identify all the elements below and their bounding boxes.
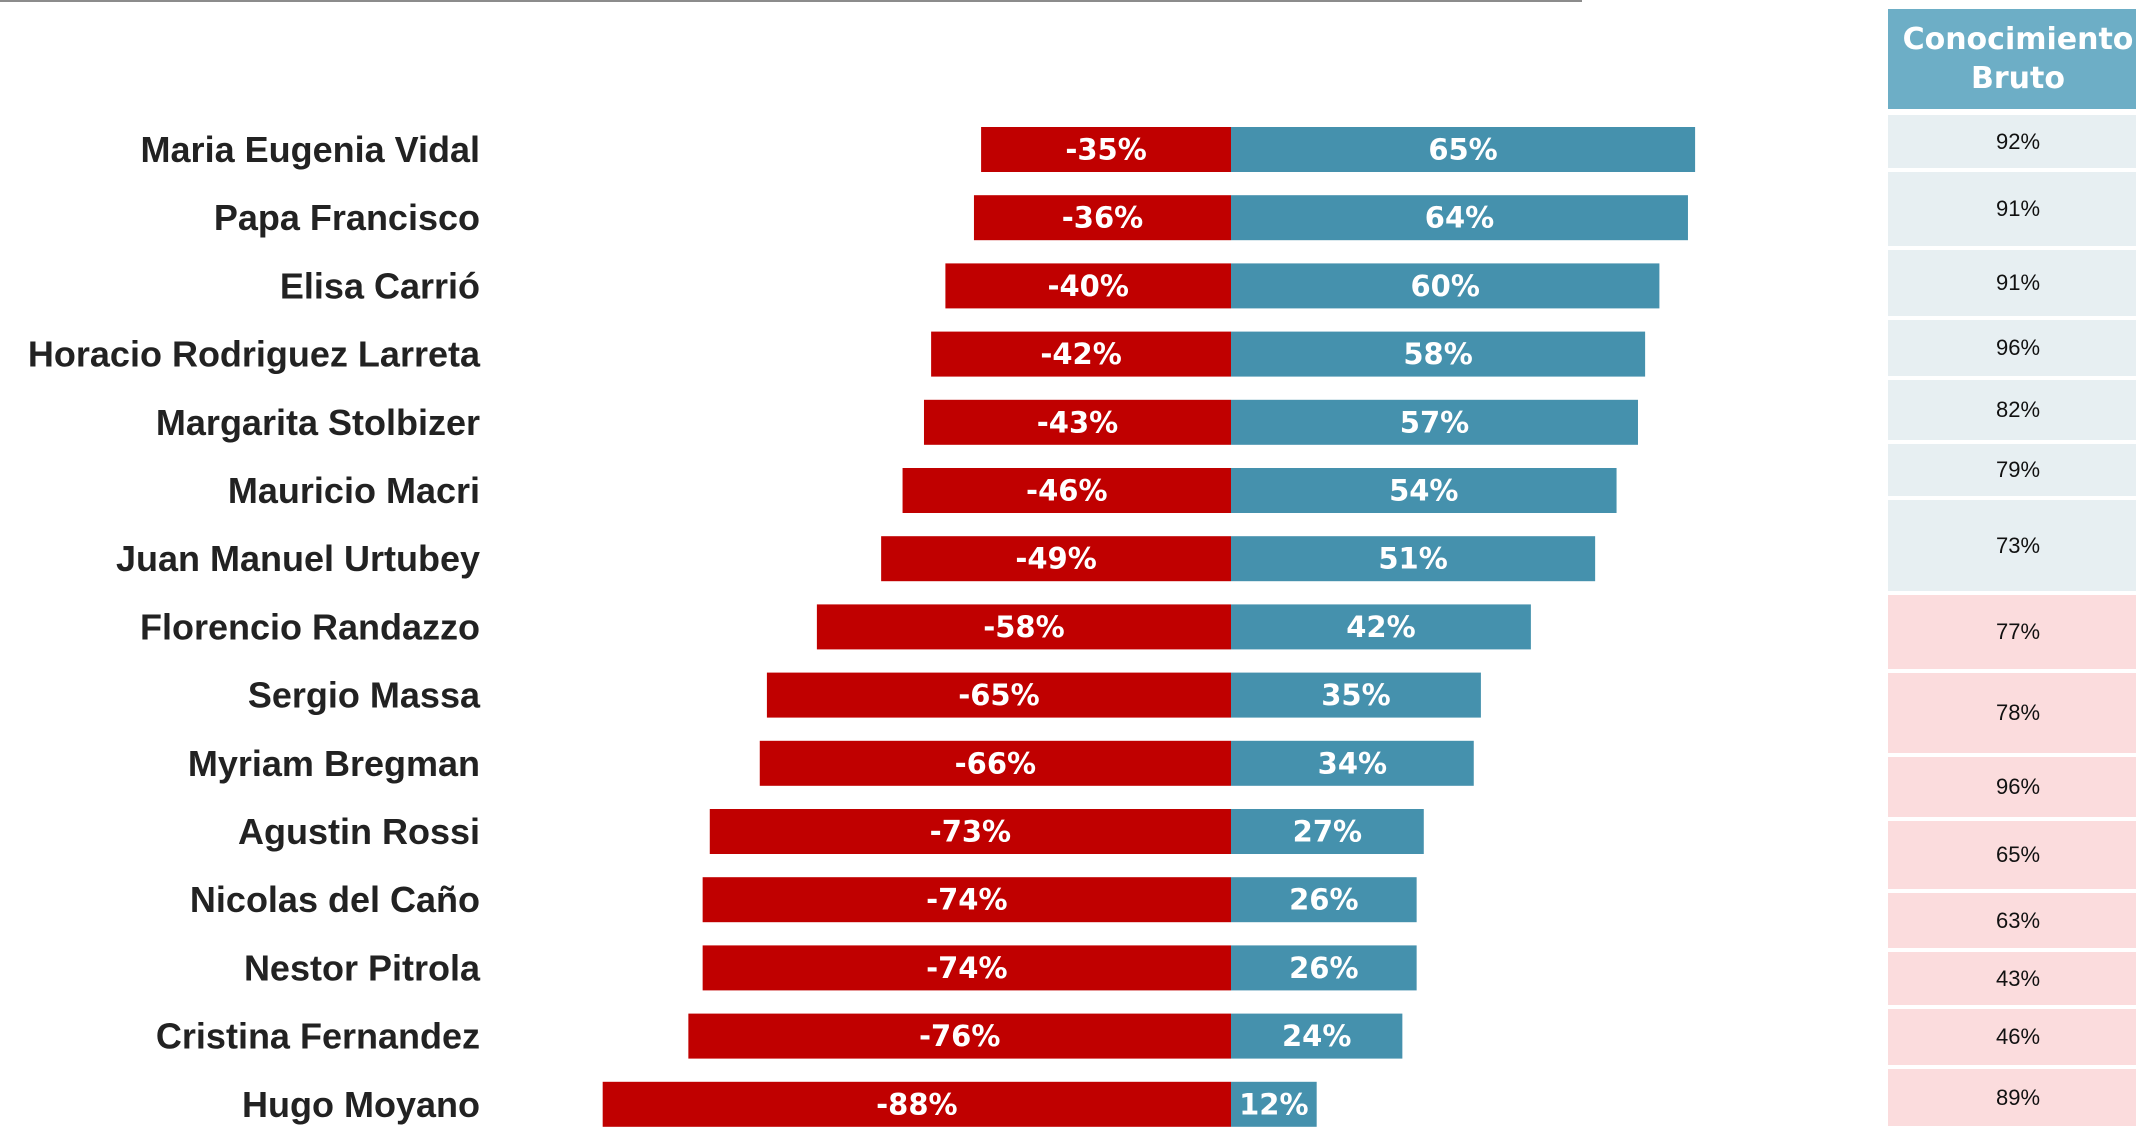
negative-bar-label: -46%: [1026, 474, 1107, 508]
knowledge-value: 43%: [1888, 952, 2136, 1005]
negative-bar-label: -73%: [930, 815, 1011, 849]
positive-bar: [1231, 331, 1646, 377]
positive-bar: [1231, 945, 1417, 991]
knowledge-column-header: Conocimiento Bruto: [1888, 9, 2136, 109]
knowledge-value: 91%: [1888, 250, 2136, 316]
knowledge-value: 46%: [1888, 1009, 2136, 1065]
positive-bar-label: 42%: [1346, 610, 1415, 644]
negative-bar: [816, 604, 1231, 650]
negative-bar: [881, 536, 1231, 582]
positive-bar-label: 35%: [1321, 678, 1390, 712]
negative-bar-label: -40%: [1047, 269, 1128, 303]
positive-bar-label: 34%: [1318, 746, 1387, 780]
category-label: Elisa Carrió: [280, 265, 480, 306]
knowledge-value: 96%: [1888, 757, 2136, 817]
knowledge-value: 73%: [1888, 500, 2136, 591]
knowledge-value: 65%: [1888, 821, 2136, 889]
negative-bar-label: -88%: [876, 1087, 957, 1121]
diverging-bar-chart: Maria Eugenia Vidal -35% 65% Papa Francisco…: [28, 127, 1696, 1127]
negative-bar-label: -49%: [1015, 542, 1096, 576]
positive-bar-label: 24%: [1282, 1019, 1351, 1053]
category-label: Margarita Stolbizer: [156, 402, 480, 443]
positive-bar-label: 12%: [1239, 1087, 1308, 1121]
positive-bar: [1231, 399, 1638, 445]
category-label: Nicolas del Caño: [190, 879, 480, 920]
knowledge-header-line2: Bruto: [1971, 61, 2065, 96]
positive-bar-label: 26%: [1289, 951, 1358, 985]
positive-bar-label: 54%: [1389, 474, 1458, 508]
positive-bar: [1231, 195, 1688, 241]
negative-bar: [931, 331, 1231, 377]
category-label: Cristina Fernandez: [156, 1016, 480, 1057]
negative-bar: [702, 945, 1231, 991]
category-label: Juan Manuel Urtubey: [116, 538, 480, 579]
positive-bar-label: 51%: [1378, 542, 1447, 576]
negative-bar-label: -35%: [1065, 133, 1146, 167]
positive-bar: [1231, 263, 1660, 309]
positive-bar: [1231, 740, 1474, 786]
negative-bar-label: -74%: [926, 883, 1007, 917]
negative-bar-label: -43%: [1037, 405, 1118, 439]
negative-bar-label: -36%: [1062, 201, 1143, 235]
negative-bar: [702, 877, 1231, 923]
category-label: Nestor Pitrola: [244, 947, 481, 988]
category-label: Maria Eugenia Vidal: [141, 129, 480, 170]
positive-bar: [1231, 127, 1696, 172]
positive-bar-label: 57%: [1400, 405, 1469, 439]
positive-bar-label: 27%: [1293, 815, 1362, 849]
positive-bar-label: 65%: [1428, 133, 1497, 167]
positive-bar: [1231, 1081, 1317, 1127]
negative-bar: [688, 1013, 1231, 1059]
negative-bar-label: -76%: [919, 1019, 1000, 1053]
positive-bar: [1231, 468, 1617, 513]
positive-bar: [1231, 877, 1417, 923]
top-divider: [0, 0, 1582, 2]
negative-bar: [759, 740, 1231, 786]
negative-bar: [923, 399, 1231, 445]
negative-bar: [766, 672, 1231, 718]
category-label: Sergio Massa: [248, 675, 481, 716]
knowledge-header-line1: Conocimiento: [1902, 22, 2134, 57]
knowledge-value: 89%: [1888, 1069, 2136, 1126]
knowledge-value: 96%: [1888, 320, 2136, 376]
negative-bar-label: -42%: [1040, 337, 1121, 371]
knowledge-value: 77%: [1888, 595, 2136, 669]
knowledge-value: 92%: [1888, 115, 2136, 168]
knowledge-value: 82%: [1888, 380, 2136, 440]
category-label: Hugo Moyano: [242, 1084, 480, 1125]
positive-bar: [1231, 672, 1481, 718]
positive-bar: [1231, 1013, 1403, 1059]
category-label: Horacio Rodriguez Larreta: [28, 334, 481, 375]
negative-bar: [945, 263, 1231, 309]
negative-bar: [902, 468, 1231, 513]
category-label: Papa Francisco: [214, 197, 480, 238]
negative-bar-label: -66%: [955, 746, 1036, 780]
positive-bar: [1231, 809, 1424, 854]
knowledge-value: 79%: [1888, 444, 2136, 496]
positive-bar-label: 60%: [1410, 269, 1479, 303]
knowledge-value: 63%: [1888, 893, 2136, 948]
negative-bar: [973, 195, 1231, 241]
positive-bar-label: 64%: [1425, 201, 1494, 235]
positive-bar-label: 26%: [1289, 883, 1358, 917]
category-label: Mauricio Macri: [228, 470, 480, 511]
positive-bar: [1231, 536, 1596, 582]
negative-bar: [602, 1081, 1231, 1127]
category-label: Florencio Randazzo: [140, 606, 480, 647]
negative-bar-label: -58%: [983, 610, 1064, 644]
negative-bar: [709, 809, 1231, 854]
knowledge-value: 78%: [1888, 673, 2136, 753]
negative-bar: [981, 127, 1231, 172]
positive-bar-label: 58%: [1403, 337, 1472, 371]
category-label: Myriam Bregman: [188, 743, 480, 784]
positive-bar: [1231, 604, 1531, 650]
negative-bar-label: -74%: [926, 951, 1007, 985]
category-label: Agustin Rossi: [238, 811, 480, 852]
knowledge-value: 91%: [1888, 172, 2136, 246]
negative-bar-label: -65%: [958, 678, 1039, 712]
